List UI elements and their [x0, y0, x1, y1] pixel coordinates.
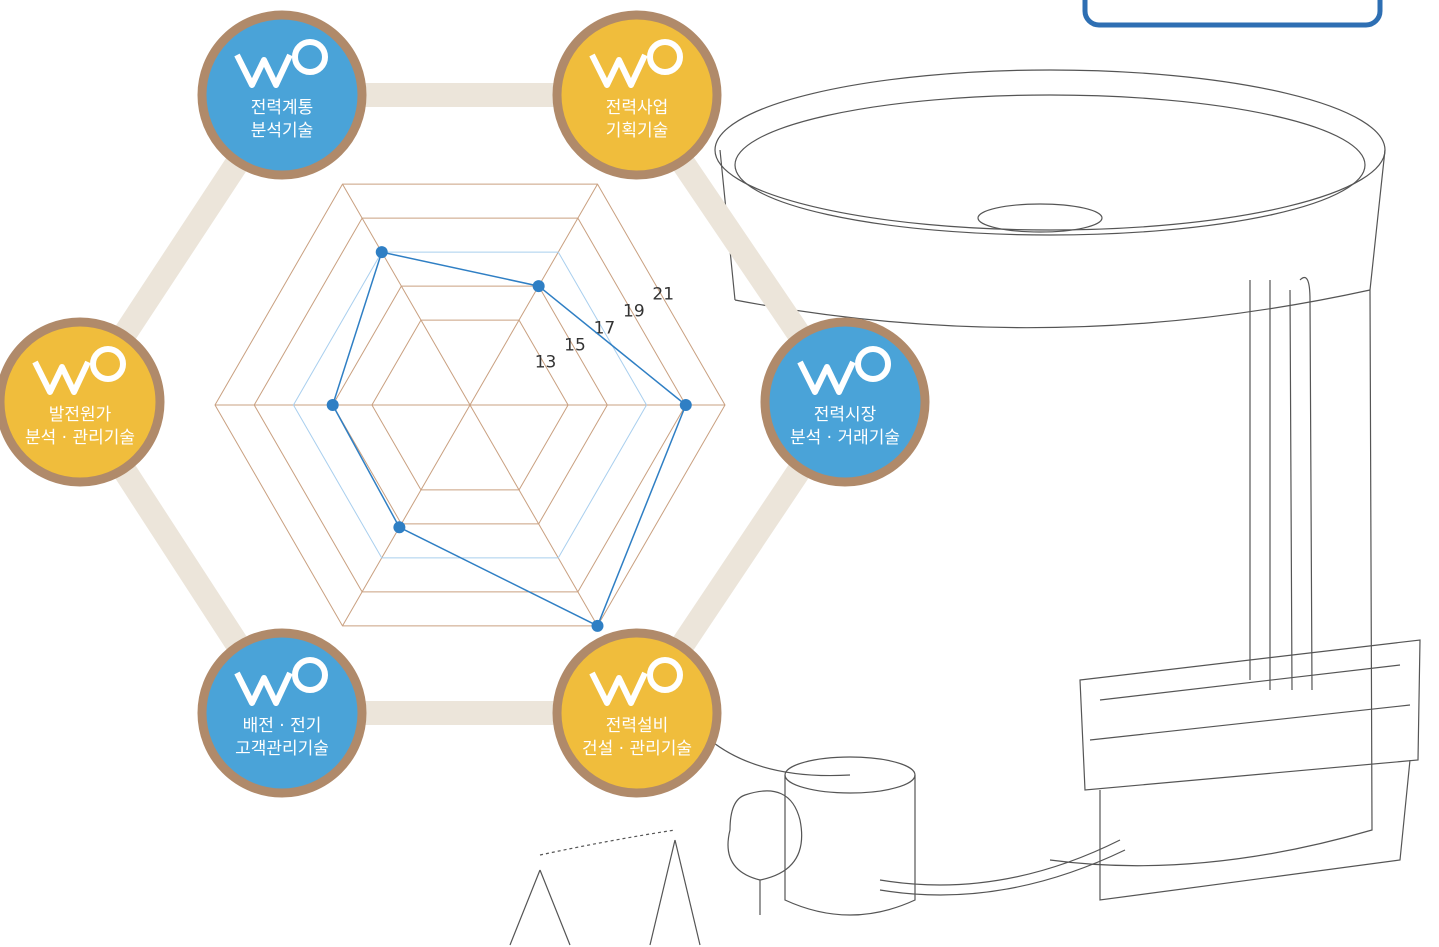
- badge-icon: [292, 657, 328, 693]
- data-point: [591, 619, 604, 632]
- category-label: 전력시장 분석 · 거래기술: [789, 405, 901, 448]
- data-point: [393, 521, 406, 534]
- data-point: [532, 280, 545, 293]
- r-tick-label: 19: [623, 302, 645, 322]
- axis-line: [469, 404, 598, 627]
- category-badge: [552, 10, 722, 180]
- badge-icon: [589, 671, 648, 706]
- data-point: [679, 399, 692, 411]
- category-badge: [0, 317, 165, 487]
- category-label: 전력사업 기획기술: [605, 98, 669, 141]
- grid-ring: [292, 251, 648, 559]
- badge-icon: [855, 346, 891, 382]
- r-tick-label: 17: [594, 319, 616, 339]
- category-label: 배전 · 전기 고객관리기술: [235, 716, 329, 759]
- grid-ring: [253, 217, 687, 593]
- tank-illustration: [509, 0, 1421, 946]
- category-label: 전력설비 건설 · 관리기술: [581, 716, 693, 759]
- data-point: [326, 399, 339, 411]
- category-label: 발전원가 분석 · 관리기술: [24, 405, 136, 448]
- r-tick-label: 21: [652, 285, 674, 305]
- r-tick-label: 15: [564, 336, 586, 356]
- badge-icon: [647, 657, 683, 693]
- category-badge: [760, 317, 930, 487]
- radar: 13 15 17 19 21: [214, 183, 726, 632]
- category-badge: [197, 10, 367, 180]
- hex-track: [68, 83, 857, 725]
- badge-icon: [292, 39, 328, 75]
- badge-icon: [797, 360, 856, 395]
- axis-line: [342, 404, 471, 627]
- grid-ring: [371, 319, 569, 491]
- badge-icon: [234, 53, 293, 88]
- data-point: [375, 246, 388, 259]
- category-badge: [552, 628, 722, 798]
- badge-icon: [234, 671, 293, 706]
- badge-icon: [647, 39, 683, 75]
- badge-icon: [90, 346, 126, 382]
- badge-icon: [589, 53, 648, 88]
- badge-icon: [32, 360, 91, 395]
- axis-line: [469, 183, 598, 406]
- category-label: 전력계통 분석기술: [250, 98, 314, 141]
- axis-line: [342, 183, 471, 406]
- r-tick-label: 13: [535, 353, 557, 373]
- category-badge: [197, 628, 367, 798]
